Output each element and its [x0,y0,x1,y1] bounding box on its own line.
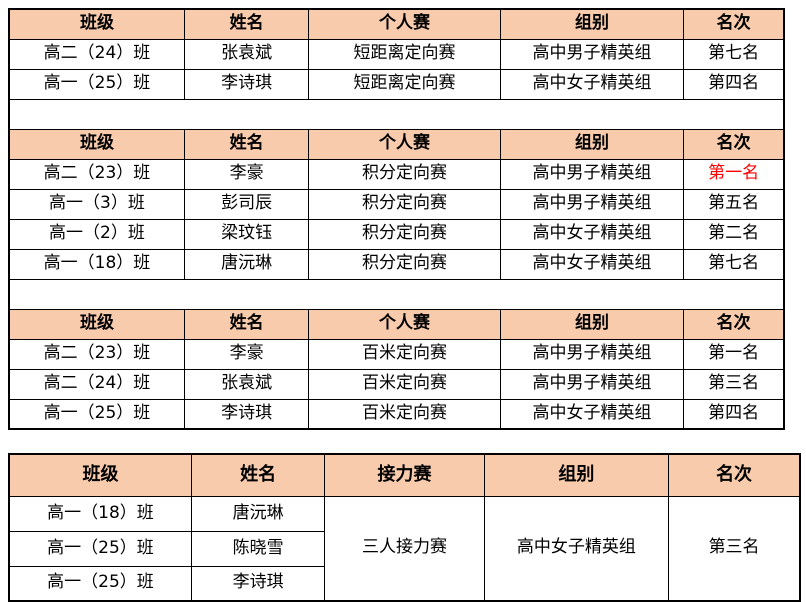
header-class: 班级 [8,128,185,160]
cell-class: 高二（23）班 [8,338,185,370]
cell-group: 高中男子精英组 [499,368,685,400]
cell-event: 百米定向赛 [308,398,501,430]
table-row: 高二（24）班 张袁斌 短距离定向赛 高中男子精英组 第七名 [8,38,785,70]
cell-group: 高中男子精英组 [499,338,685,370]
cell-event: 短距离定向赛 [308,68,501,100]
cell-class: 高一（3）班 [8,188,185,220]
cell-group: 高中男子精英组 [499,188,685,220]
cell-name: 李豪 [183,338,310,370]
cell-event: 百米定向赛 [308,338,501,370]
cell-event: 短距离定向赛 [308,38,501,70]
cell-class: 高一（18）班 [8,495,192,532]
cell-event: 积分定向赛 [308,248,501,280]
cell-rank: 第四名 [683,398,785,430]
cell-group: 高中女子精英组 [499,248,685,280]
header-class: 班级 [8,453,192,497]
header-rank: 名次 [668,453,801,497]
cell-class: 高二（24）班 [8,368,185,400]
header-event: 个人赛 [308,308,501,340]
header-row-100m: 班级 姓名 个人赛 组别 名次 [8,308,785,340]
cell-event-merged: 三人接力赛 [324,495,485,602]
cell-rank: 第七名 [683,38,785,70]
header-row-relay: 班级 姓名 接力赛 组别 名次 [8,453,801,497]
header-rank: 名次 [683,128,785,160]
cell-class: 高一（2）班 [8,218,185,250]
cell-name: 张袁斌 [183,368,310,400]
header-group: 组别 [499,308,685,340]
cell-name: 李诗琪 [183,68,310,100]
cell-class: 高一（25）班 [8,398,185,430]
cell-rank: 第一名 [683,338,785,370]
separator-cell [9,99,784,129]
header-row-short-distance: 班级 姓名 个人赛 组别 名次 [8,8,785,40]
cell-event: 百米定向赛 [308,368,501,400]
cell-group: 高中女子精英组 [499,218,685,250]
header-class: 班级 [8,8,185,40]
table-row: 高一（3）班 彭司辰 积分定向赛 高中男子精英组 第五名 [8,188,785,220]
header-group: 组别 [483,453,670,497]
table-row: 高二（23）班 李豪 积分定向赛 高中男子精英组 第一名 [8,158,785,190]
cell-class: 高二（23）班 [8,158,185,190]
table-row: 高二（24）班 张袁斌 百米定向赛 高中男子精英组 第三名 [8,368,785,400]
header-rank: 名次 [683,308,785,340]
cell-name: 梁玟钰 [183,218,310,250]
cell-class: 高一（25）班 [8,68,185,100]
table-row: 高一（25）班 陈晓雪 [8,530,800,567]
cell-event: 积分定向赛 [308,188,501,220]
cell-rank: 第七名 [683,248,785,280]
cell-rank: 第三名 [683,368,785,400]
cell-name: 李诗琪 [183,398,310,430]
cell-rank-merged: 第三名 [668,495,801,602]
cell-name: 彭司辰 [183,188,310,220]
cell-class: 高一（18）班 [8,248,185,280]
header-row-points: 班级 姓名 个人赛 组别 名次 [8,128,785,160]
cell-class: 高一（25）班 [8,565,192,602]
cell-group-merged: 高中女子精英组 [483,495,670,602]
table-row: 高一（18）班 唐沅琳 三人接力赛 高中女子精英组 第三名 [8,495,801,602]
cell-rank: 第五名 [683,188,785,220]
cell-group: 高中女子精英组 [499,68,685,100]
cell-event: 积分定向赛 [308,218,501,250]
header-event: 个人赛 [308,8,501,40]
table-row: 高二（23）班 李豪 百米定向赛 高中男子精英组 第一名 [8,338,785,370]
cell-class: 高一（25）班 [8,530,192,567]
table-row: 高一（25）班 李诗琪 百米定向赛 高中女子精英组 第四名 [8,398,785,430]
table-row: 高一（18）班 唐沅琳 积分定向赛 高中女子精英组 第七名 [8,248,785,280]
header-name: 姓名 [190,453,326,497]
header-rank: 名次 [683,8,785,40]
header-class: 班级 [8,308,185,340]
relay-results-table: 班级 姓名 接力赛 组别 名次 高一（18）班 唐沅琳 三人接力赛 高中女子精英… [8,453,801,602]
individual-results-grid: 班级 姓名 个人赛 组别 名次 高二（24）班 张袁斌 短距离定向赛 高中男子精… [8,8,785,430]
table-row: 高一（25）班 李诗琪 短距离定向赛 高中女子精英组 第四名 [8,68,785,100]
header-name: 姓名 [183,8,310,40]
separator-row [9,279,784,309]
cell-name: 李豪 [183,158,310,190]
cell-group: 高中女子精英组 [499,398,685,430]
cell-name: 陈晓雪 [190,530,326,567]
header-group: 组别 [499,8,685,40]
cell-rank-highlighted: 第一名 [683,158,785,190]
header-group: 组别 [499,128,685,160]
cell-name: 李诗琪 [190,565,326,602]
cell-name: 唐沅琳 [183,248,310,280]
cell-rank: 第二名 [683,218,785,250]
header-event: 个人赛 [308,128,501,160]
cell-class: 高二（24）班 [8,38,185,70]
header-name: 姓名 [183,128,310,160]
cell-event: 积分定向赛 [308,158,501,190]
cell-group: 高中男子精英组 [499,158,685,190]
cell-name: 唐沅琳 [190,495,326,532]
header-name: 姓名 [183,308,310,340]
table-row: 高一（2）班 梁玟钰 积分定向赛 高中女子精英组 第二名 [8,218,785,250]
separator-cell [9,279,784,309]
separator-row [9,99,784,129]
cell-name: 张袁斌 [183,38,310,70]
header-event: 接力赛 [324,453,485,497]
cell-rank: 第四名 [683,68,785,100]
cell-group: 高中男子精英组 [499,38,685,70]
table-row: 高一（25）班 李诗琪 [8,565,800,602]
